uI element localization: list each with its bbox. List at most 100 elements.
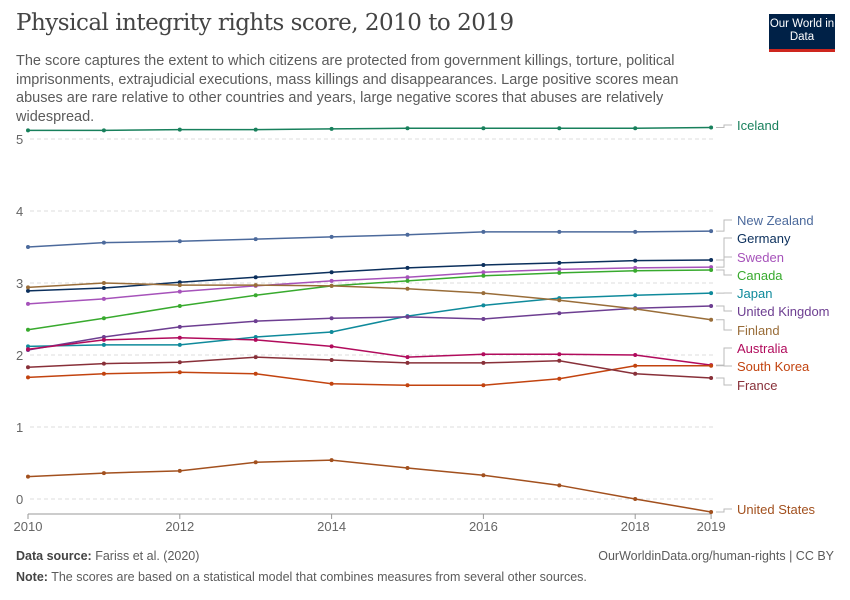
legend-label[interactable]: Iceland <box>737 118 779 133</box>
label-connector <box>716 256 732 268</box>
legend-label[interactable]: Japan <box>737 286 772 301</box>
series-canada: Canada <box>26 268 783 332</box>
data-point <box>26 288 30 293</box>
data-point <box>405 275 410 280</box>
legend-label[interactable]: France <box>737 378 777 393</box>
legend-label[interactable]: Finland <box>737 323 780 338</box>
data-point <box>253 355 258 360</box>
data-point <box>101 371 106 376</box>
data-point <box>481 263 486 267</box>
data-point <box>405 126 410 131</box>
series-south-korea: South Korea <box>26 359 810 388</box>
x-tick-label: 2019 <box>697 519 726 534</box>
data-point <box>26 347 30 352</box>
data-point <box>557 358 562 363</box>
data-point <box>557 270 562 275</box>
data-point <box>709 317 714 322</box>
data-point <box>253 371 258 376</box>
data-point <box>481 473 486 478</box>
data-point <box>253 293 258 298</box>
data-point <box>709 363 714 368</box>
data-point <box>329 344 334 349</box>
footer-url[interactable]: OurWorldinData.org/human-rights | CC BY <box>598 549 834 563</box>
label-connector <box>716 347 732 366</box>
data-point <box>101 342 106 347</box>
data-point <box>253 237 258 242</box>
owid-logo[interactable]: Our World in Data <box>769 14 835 52</box>
legend-label[interactable]: Australia <box>737 341 788 356</box>
data-point <box>329 283 334 288</box>
series-line <box>27 292 712 348</box>
legend-label[interactable]: United States <box>737 502 816 517</box>
label-connector <box>716 508 732 513</box>
data-point <box>329 270 334 275</box>
data-point <box>709 291 714 296</box>
data-point <box>405 355 410 360</box>
data-point <box>253 319 258 324</box>
data-point <box>481 273 486 278</box>
data-point <box>253 127 258 132</box>
legend-label[interactable]: South Korea <box>737 359 810 374</box>
series-united-states: United States <box>26 458 816 517</box>
source-text[interactable]: Fariss et al. (2020) <box>95 549 200 563</box>
data-point <box>101 296 106 301</box>
data-point <box>633 497 638 501</box>
data-point <box>481 126 486 131</box>
series-line <box>27 266 712 305</box>
data-point <box>405 466 410 471</box>
data-point <box>709 509 714 514</box>
data-point <box>709 229 714 234</box>
y-tick-label: 4 <box>16 204 23 219</box>
legend-label[interactable]: New Zealand <box>737 213 814 228</box>
data-point <box>177 360 182 365</box>
x-tick-label: 2010 <box>14 519 43 534</box>
data-point <box>177 239 182 244</box>
data-point <box>101 240 106 245</box>
data-point <box>101 286 106 291</box>
data-point <box>26 128 30 133</box>
data-point <box>557 352 562 357</box>
legend-label[interactable]: Sweden <box>737 250 784 265</box>
data-point <box>709 268 714 273</box>
y-tick-label: 3 <box>16 276 23 291</box>
data-point <box>557 229 562 234</box>
note-label: Note: <box>16 570 48 584</box>
data-point <box>405 314 410 319</box>
data-point <box>481 229 486 234</box>
data-point <box>633 126 638 131</box>
data-point <box>709 304 714 309</box>
note-text: The scores are based on a statistical mo… <box>51 570 587 584</box>
data-point <box>709 125 714 130</box>
data-point <box>26 344 30 349</box>
data-point <box>253 283 258 288</box>
data-point <box>177 304 182 309</box>
data-point <box>26 245 30 249</box>
data-point <box>633 371 638 376</box>
data-point <box>481 303 486 308</box>
data-point <box>253 337 258 342</box>
note: Note: The scores are based on a statisti… <box>16 570 587 584</box>
data-point <box>26 474 30 479</box>
series-line <box>27 230 712 248</box>
data-point <box>101 471 106 476</box>
data-point <box>101 316 106 321</box>
series-australia: Australia <box>26 335 788 368</box>
data-point <box>557 483 562 488</box>
legend-label[interactable]: Germany <box>737 231 791 246</box>
series-line <box>28 126 712 132</box>
data-point <box>557 376 562 381</box>
series-new-zealand: New Zealand <box>26 213 814 249</box>
legend-label[interactable]: United Kingdom <box>737 304 830 319</box>
chart-subtitle: The score captures the extent to which c… <box>16 53 679 125</box>
data-point <box>405 383 410 388</box>
x-tick-label: 2018 <box>621 519 650 534</box>
data-point <box>177 468 182 473</box>
data-point <box>329 358 334 363</box>
series-united-kingdom: United Kingdom <box>26 304 830 352</box>
data-point <box>709 265 714 270</box>
data-point <box>329 278 334 283</box>
data-point <box>101 281 106 285</box>
legend-label[interactable]: Canada <box>737 268 783 283</box>
series-line <box>27 282 712 321</box>
